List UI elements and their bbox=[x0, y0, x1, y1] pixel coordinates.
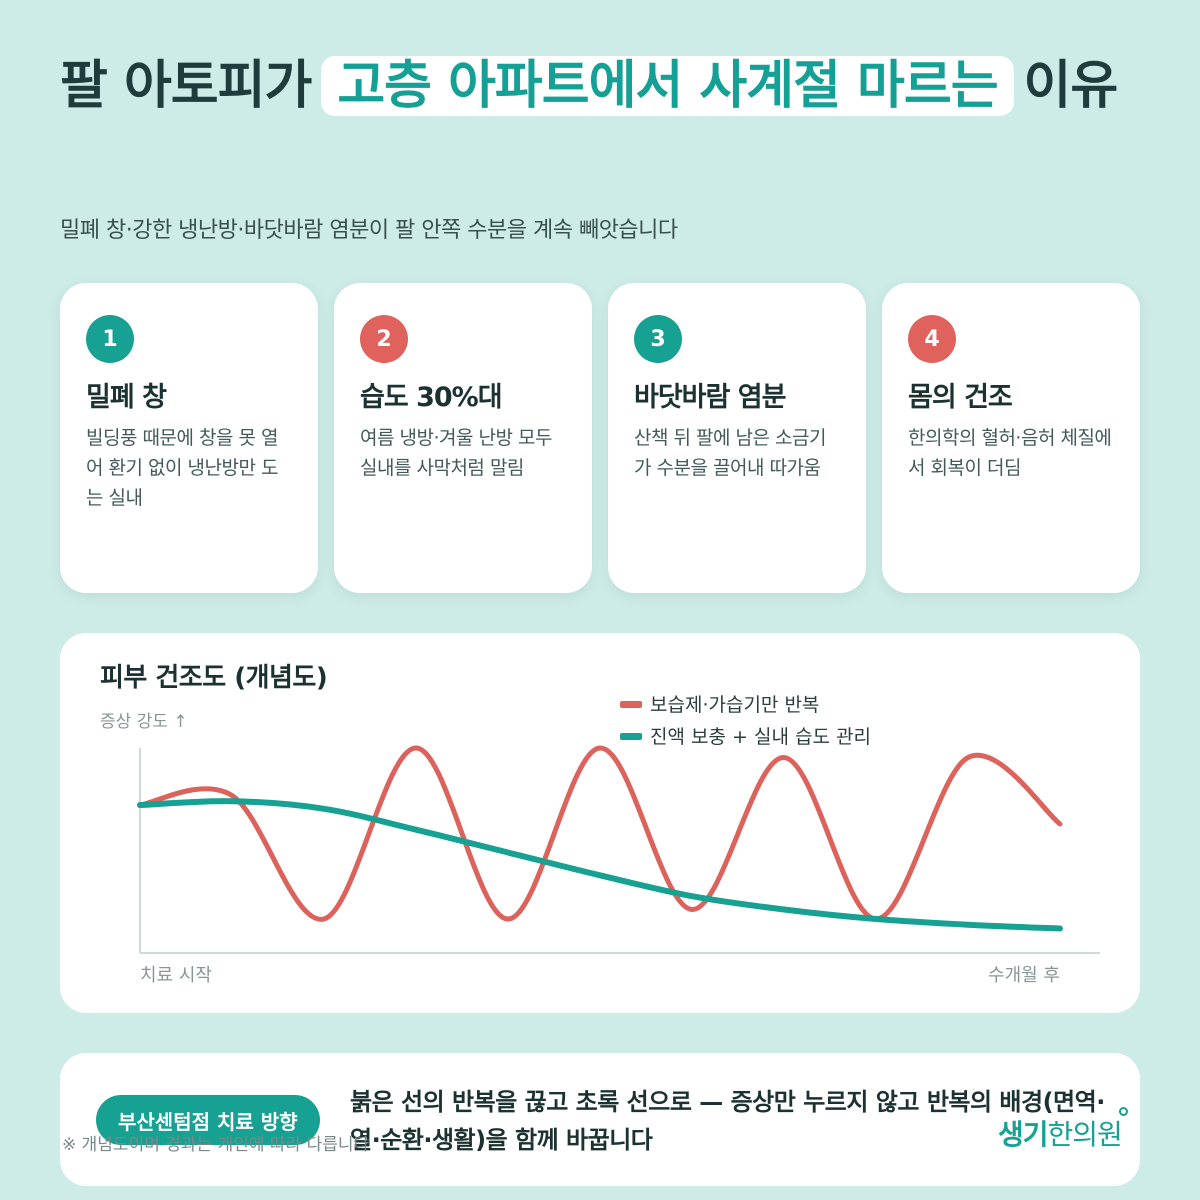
page-subtitle: 밀폐 창·강한 냉난방·바닷바람 염분이 팔 안쪽 수분을 계속 빼앗습니다 bbox=[60, 218, 678, 243]
y-axis-label: 증상 강도 ↑ bbox=[100, 712, 188, 732]
logo-text-secondary: 한의원 bbox=[1047, 1118, 1123, 1151]
title-highlight: 고층 아파트에서 사계절 마르는 bbox=[321, 56, 1014, 116]
card-number-badge: 3 bbox=[634, 315, 682, 363]
series-line-improve bbox=[137, 798, 1063, 932]
legend-label-repeat: 보습제·가습기만 반복 bbox=[650, 694, 819, 716]
legend-swatch-repeat bbox=[620, 701, 642, 708]
cause-card-3: 3 바닷바람 염분 산책 뒤 팔에 남은 소금기가 수분을 끌어내 따가움 bbox=[608, 283, 866, 593]
treatment-message: 붉은 선의 반복을 끊고 초록 선으로 — 증상만 누르지 않고 반복의 배경(… bbox=[350, 1088, 1105, 1154]
treatment-badge: 부산센텀점 치료 방향 bbox=[96, 1095, 320, 1145]
page-title: 팔 아토피가 고층 아파트에서 사계절 마르는 이유 bbox=[60, 52, 1150, 120]
legend-swatch-improve bbox=[620, 733, 642, 740]
cause-card-4: 4 몸의 건조 한의학의 혈허·음허 체질에서 회복이 더딤 bbox=[882, 283, 1140, 593]
logo-text-primary: 생기 bbox=[998, 1118, 1049, 1151]
card-description: 빌딩풍 때문에 창을 못 열어 환기 없이 냉난방만 도는 실내 bbox=[86, 427, 278, 509]
series-line-repeat bbox=[137, 745, 1063, 922]
card-description: 산책 뒤 팔에 남은 소금기가 수분을 끌어내 따가움 bbox=[634, 427, 826, 479]
chart-title: 피부 건조도 (개념도) bbox=[100, 663, 328, 693]
cause-card-2: 2 습도 30%대 여름 냉방·겨울 난방 모두 실내를 사막처럼 말림 bbox=[334, 283, 592, 593]
legend-label-improve: 진액 보충 + 실내 습도 관리 bbox=[650, 726, 871, 748]
cause-card-1: 1 밀폐 창 빌딩풍 때문에 창을 못 열어 환기 없이 냉난방만 도는 실내 bbox=[60, 283, 318, 593]
chart-svg: 증상 강도 ↑ 치료 시작 수개월 후 보습제·가습기만 반복 진액 보충 + … bbox=[100, 694, 1100, 986]
title-prefix: 팔 아토피가 bbox=[60, 56, 312, 116]
title-suffix: 이유 bbox=[1023, 56, 1119, 116]
card-number-badge: 2 bbox=[360, 315, 408, 363]
treatment-panel: 부산센텀점 치료 방향 붉은 선의 반복을 끊고 초록 선으로 — 증상만 누르… bbox=[60, 1053, 1140, 1186]
x-tick-start: 치료 시작 bbox=[140, 965, 212, 986]
card-description: 한의학의 혈허·음허 체질에서 회복이 더딤 bbox=[908, 427, 1112, 479]
card-number-badge: 4 bbox=[908, 315, 956, 363]
card-title: 습도 30%대 bbox=[360, 382, 503, 413]
card-title: 몸의 건조 bbox=[908, 382, 1013, 413]
card-description: 여름 냉방·겨울 난방 모두 실내를 사막처럼 말림 bbox=[360, 427, 552, 479]
footnote: ※ 개념도이며 경과는 개인에 따라 다릅니다 bbox=[62, 1135, 370, 1155]
chart-panel: 피부 건조도 (개념도) 증상 강도 ↑ 치료 시작 수개월 후 보습제·가습기… bbox=[60, 633, 1140, 1013]
card-title: 밀폐 창 bbox=[86, 382, 167, 413]
x-tick-end: 수개월 후 bbox=[988, 965, 1060, 986]
logo-dot-icon bbox=[1119, 1107, 1128, 1116]
card-number-badge: 1 bbox=[86, 315, 134, 363]
clinic-logo: 생기한의원 bbox=[998, 1113, 1123, 1153]
card-title: 바닷바람 염분 bbox=[634, 382, 786, 413]
